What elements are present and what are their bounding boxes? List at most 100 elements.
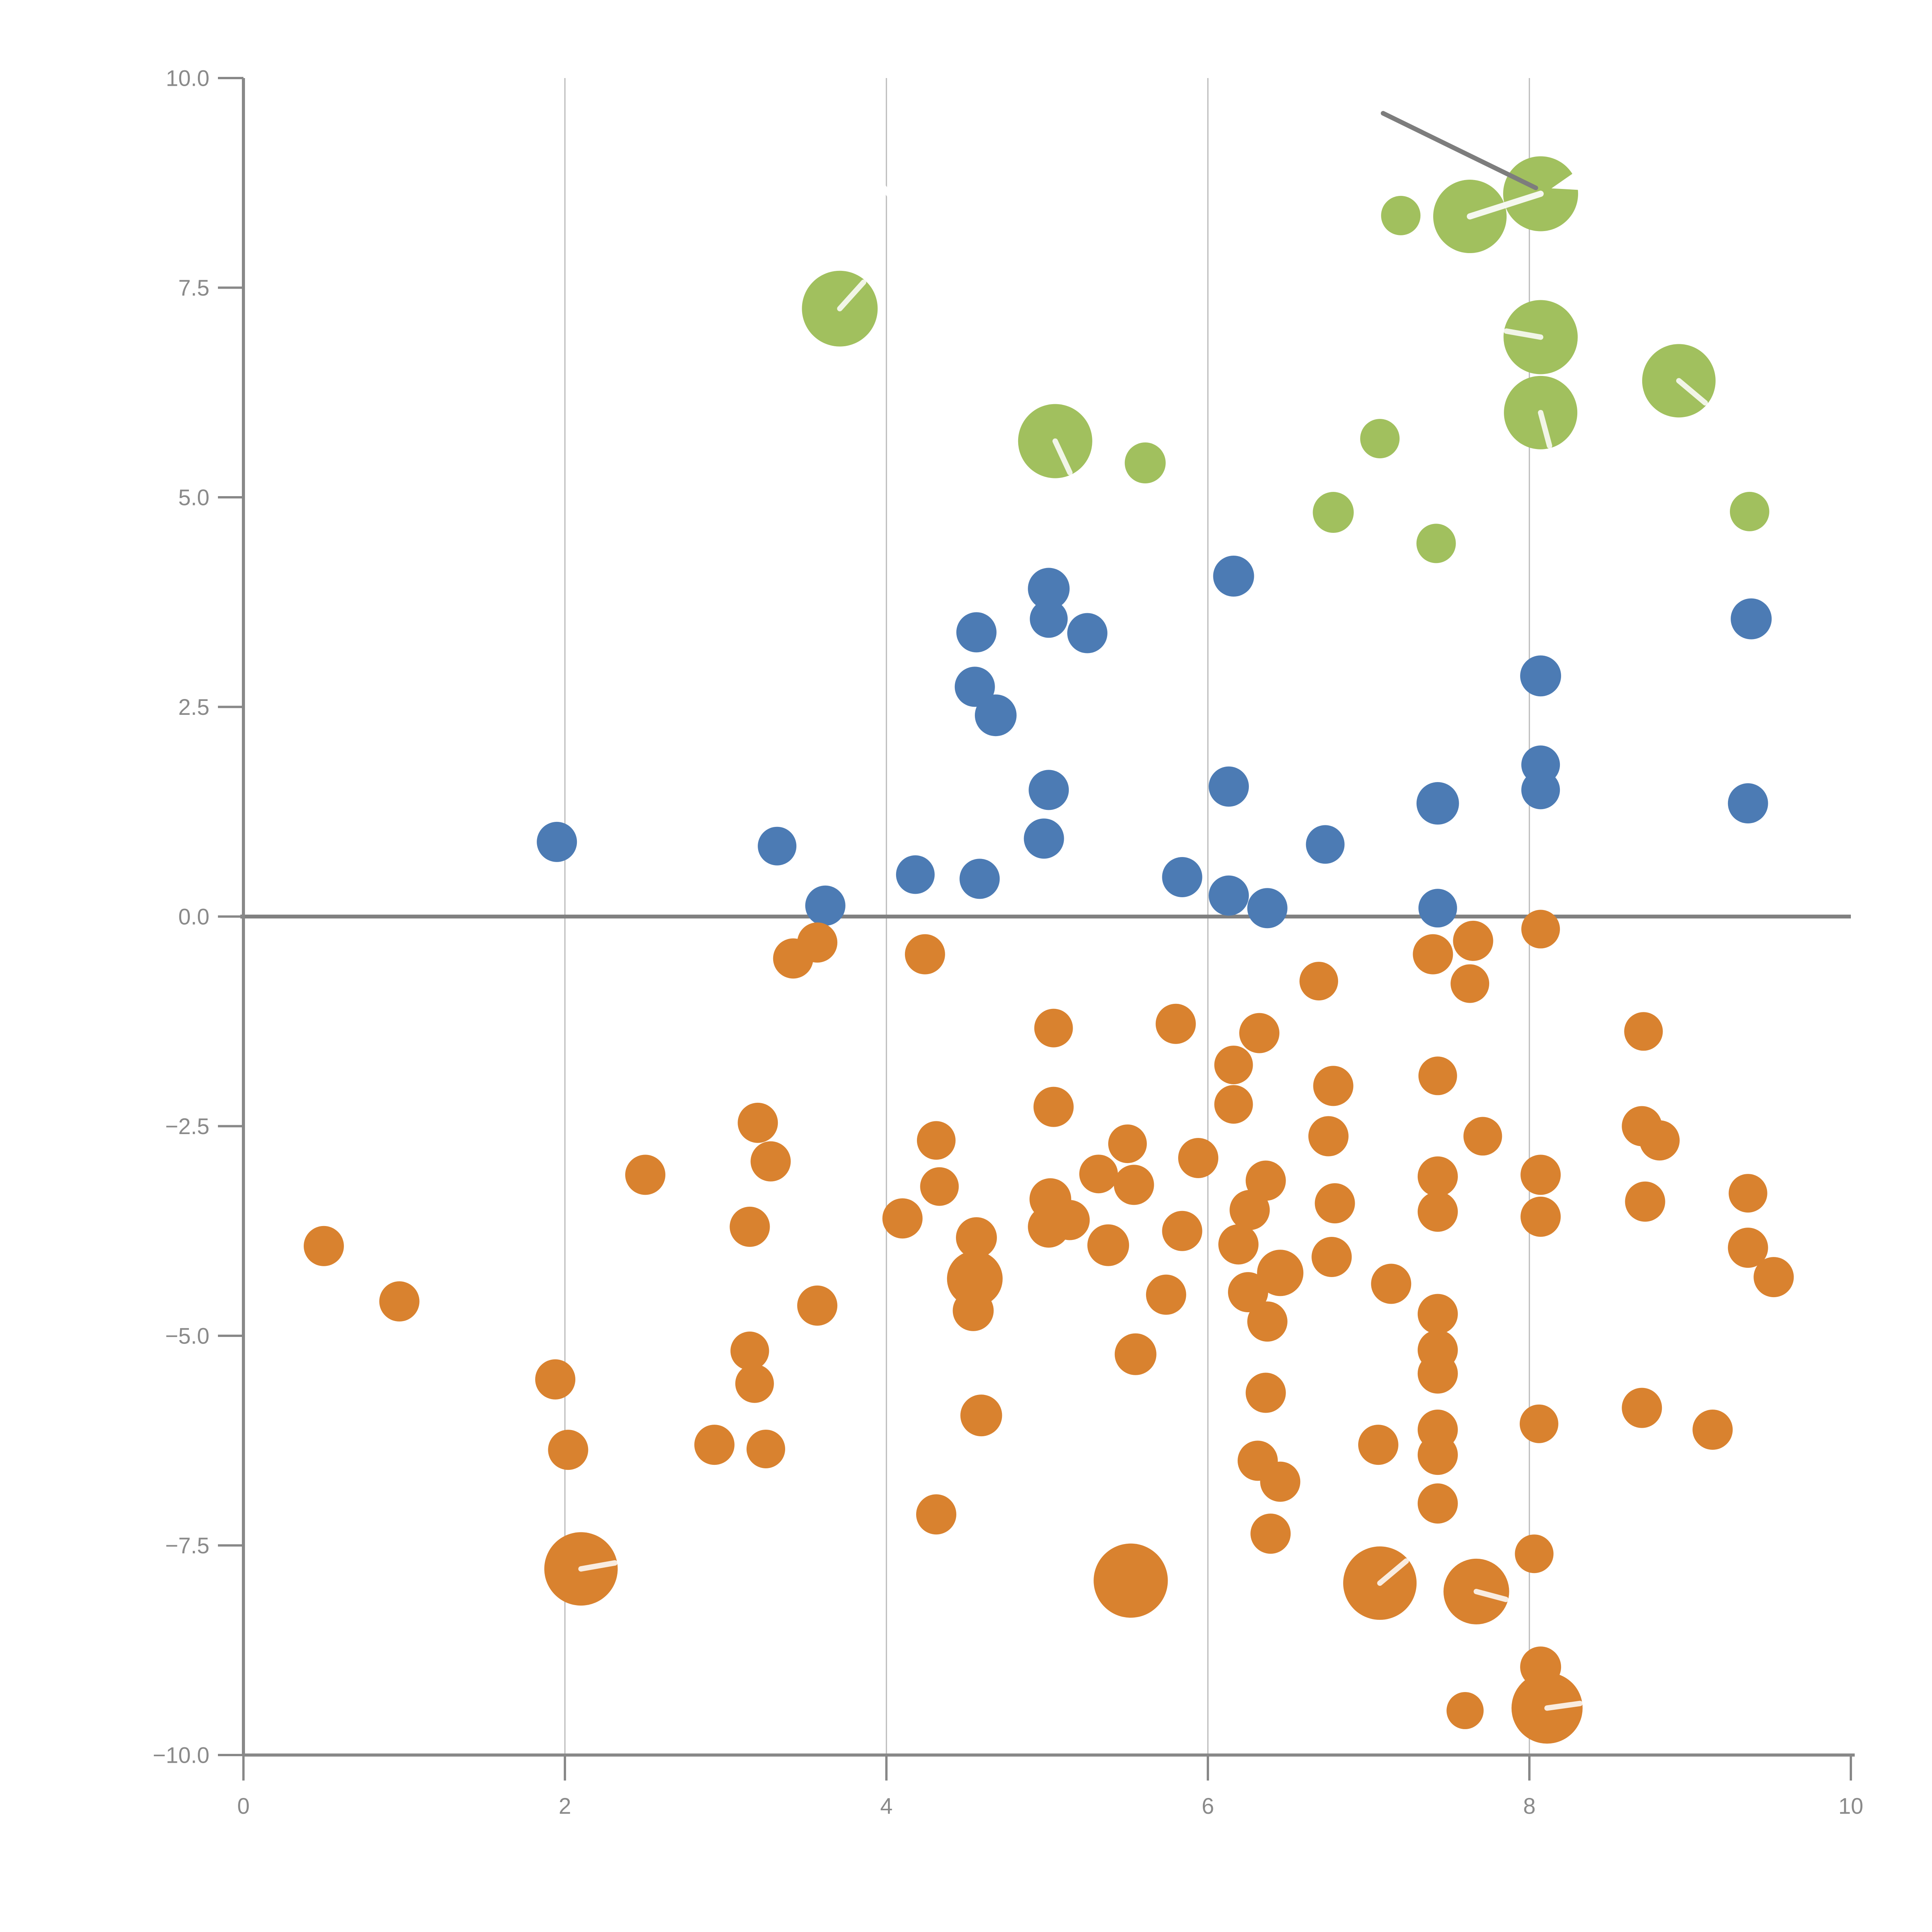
data-point-blue bbox=[805, 885, 845, 926]
data-point-orange bbox=[1692, 1410, 1733, 1450]
data-point-orange bbox=[947, 1251, 1003, 1307]
data-point-blue bbox=[1521, 770, 1560, 810]
data-point-orange bbox=[1417, 1191, 1458, 1232]
data-point-blue bbox=[1520, 655, 1561, 697]
bubble-white-connector bbox=[1467, 190, 1544, 220]
y-tick-label: −5.0 bbox=[165, 1323, 210, 1349]
data-point-orange bbox=[882, 1198, 923, 1239]
data-point-orange bbox=[1417, 1156, 1458, 1197]
data-point-orange bbox=[730, 1206, 770, 1247]
data-point-orange bbox=[952, 1290, 994, 1331]
data-point-orange bbox=[1308, 1116, 1349, 1156]
x-tick-label: 4 bbox=[880, 1794, 893, 1819]
data-point-blue bbox=[1030, 600, 1068, 638]
x-tick-label: 6 bbox=[1202, 1794, 1214, 1819]
data-point-orange bbox=[1034, 1009, 1073, 1048]
data-point-orange bbox=[1214, 1085, 1253, 1124]
data-point-orange bbox=[730, 1332, 769, 1371]
data-point-orange bbox=[379, 1281, 420, 1322]
data-point-orange bbox=[920, 1167, 959, 1206]
y-tick-label: 5.0 bbox=[178, 485, 209, 510]
data-points-layer bbox=[304, 156, 1794, 1744]
data-point-orange bbox=[1247, 1301, 1287, 1342]
data-point-orange bbox=[1257, 1250, 1304, 1296]
data-point-orange bbox=[1520, 1155, 1561, 1195]
data-point-green bbox=[1416, 524, 1456, 563]
data-point-blue bbox=[1247, 888, 1287, 929]
data-point-orange bbox=[1250, 1514, 1291, 1554]
data-point-blue bbox=[1416, 782, 1459, 825]
data-point-orange bbox=[1417, 1483, 1458, 1524]
data-point-green bbox=[1730, 492, 1769, 531]
data-point-orange bbox=[1728, 1228, 1768, 1268]
data-point-blue bbox=[537, 821, 577, 862]
data-point-orange bbox=[1033, 1087, 1074, 1127]
data-point-orange bbox=[1521, 910, 1560, 949]
axes-layer bbox=[218, 77, 1855, 1781]
data-point-orange bbox=[1417, 1435, 1458, 1475]
data-point-orange bbox=[1108, 1124, 1147, 1163]
data-point-orange bbox=[1114, 1333, 1156, 1375]
data-point-orange bbox=[738, 1102, 778, 1143]
bubble-white-tick bbox=[578, 1560, 618, 1572]
data-point-orange bbox=[1418, 1056, 1457, 1095]
data-point-blue bbox=[1306, 825, 1345, 864]
y-tick-label: 2.5 bbox=[178, 695, 209, 720]
bubble-white-tick bbox=[1473, 1588, 1509, 1602]
data-point-blue bbox=[896, 855, 935, 894]
bubble-white-notch bbox=[1551, 170, 1579, 190]
data-point-orange bbox=[917, 1121, 956, 1160]
data-point-orange bbox=[1049, 1200, 1090, 1240]
data-point-green bbox=[1124, 442, 1166, 484]
data-point-orange bbox=[773, 938, 813, 979]
data-point-orange bbox=[1515, 1534, 1554, 1573]
data-point-blue bbox=[1029, 770, 1069, 810]
data-point-orange bbox=[1239, 1013, 1280, 1053]
y-tick-label: −7.5 bbox=[165, 1533, 210, 1558]
data-point-orange bbox=[1417, 1294, 1458, 1334]
data-point-orange bbox=[960, 1395, 1002, 1437]
bubble-white-tick bbox=[1377, 1558, 1409, 1586]
data-point-orange bbox=[1245, 1160, 1286, 1201]
data-point-orange bbox=[1463, 1117, 1502, 1156]
data-point-orange bbox=[1446, 1692, 1484, 1729]
data-point-orange bbox=[1079, 1155, 1118, 1194]
y-tick-label: 10.0 bbox=[166, 66, 209, 91]
data-point-orange bbox=[1146, 1274, 1186, 1315]
y-tick-label: 7.5 bbox=[178, 276, 209, 301]
bubble-white-tick bbox=[1503, 328, 1544, 340]
data-point-blue bbox=[975, 694, 1017, 736]
bubble-white-tick bbox=[1544, 1701, 1583, 1711]
data-point-orange bbox=[1625, 1181, 1665, 1222]
data-point-orange bbox=[1087, 1224, 1129, 1266]
x-tick-label: 10 bbox=[1838, 1794, 1864, 1819]
data-point-orange bbox=[1245, 1372, 1286, 1413]
data-point-orange bbox=[797, 1285, 838, 1326]
data-point-orange bbox=[1230, 1190, 1270, 1230]
annotation-pointer-line bbox=[1381, 111, 1538, 190]
data-point-orange bbox=[1094, 1543, 1168, 1618]
data-point-orange bbox=[535, 1359, 576, 1400]
annotation-layer bbox=[867, 111, 1538, 205]
data-point-orange bbox=[1622, 1388, 1662, 1428]
y-tick-label: −2.5 bbox=[165, 1114, 210, 1139]
data-point-blue bbox=[758, 827, 797, 866]
data-point-orange bbox=[735, 1364, 774, 1403]
data-point-orange bbox=[916, 1494, 956, 1535]
data-point-orange bbox=[1624, 1012, 1663, 1051]
data-point-green bbox=[1313, 492, 1354, 533]
data-point-orange bbox=[1315, 1183, 1355, 1224]
data-point-orange bbox=[1311, 1237, 1352, 1277]
data-point-orange bbox=[905, 934, 945, 975]
data-point-blue bbox=[956, 612, 997, 653]
data-point-green bbox=[1381, 196, 1421, 235]
x-tick-label: 2 bbox=[559, 1794, 571, 1819]
x-tick-label: 8 bbox=[1523, 1794, 1536, 1819]
data-point-orange bbox=[1228, 1272, 1268, 1313]
data-point-blue bbox=[954, 667, 995, 707]
data-point-blue bbox=[959, 859, 1000, 899]
data-point-orange bbox=[1299, 962, 1338, 1001]
data-point-orange bbox=[1155, 1003, 1196, 1044]
data-point-orange bbox=[1260, 1461, 1301, 1502]
